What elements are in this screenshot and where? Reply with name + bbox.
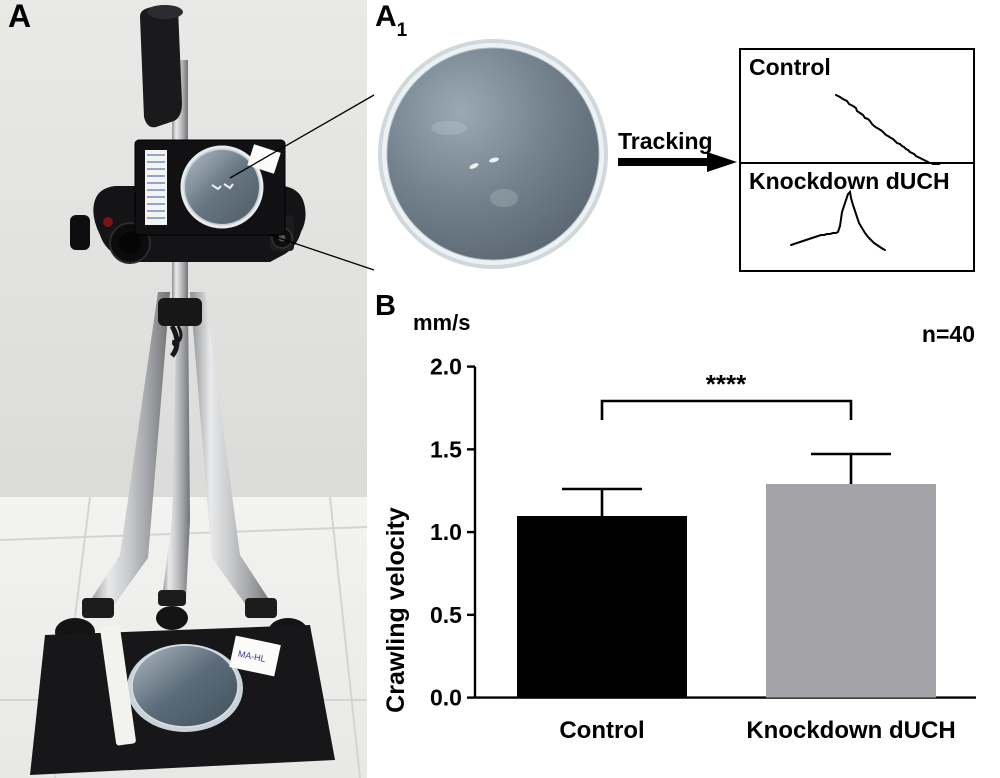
svg-text:Control: Control [559,717,644,744]
svg-text:2.0: 2.0 [430,354,462,380]
svg-text:1.5: 1.5 [430,436,462,462]
svg-text:Knockdown dUCH: Knockdown dUCH [746,717,955,744]
svg-text:Crawling velocity: Crawling velocity [382,507,410,713]
svg-text:n=40: n=40 [922,321,975,347]
svg-text:0.5: 0.5 [430,602,462,628]
svg-text:0.0: 0.0 [430,685,462,711]
svg-text:****: **** [706,369,747,399]
svg-text:mm/s: mm/s [413,310,470,335]
svg-text:1.0: 1.0 [430,519,462,545]
